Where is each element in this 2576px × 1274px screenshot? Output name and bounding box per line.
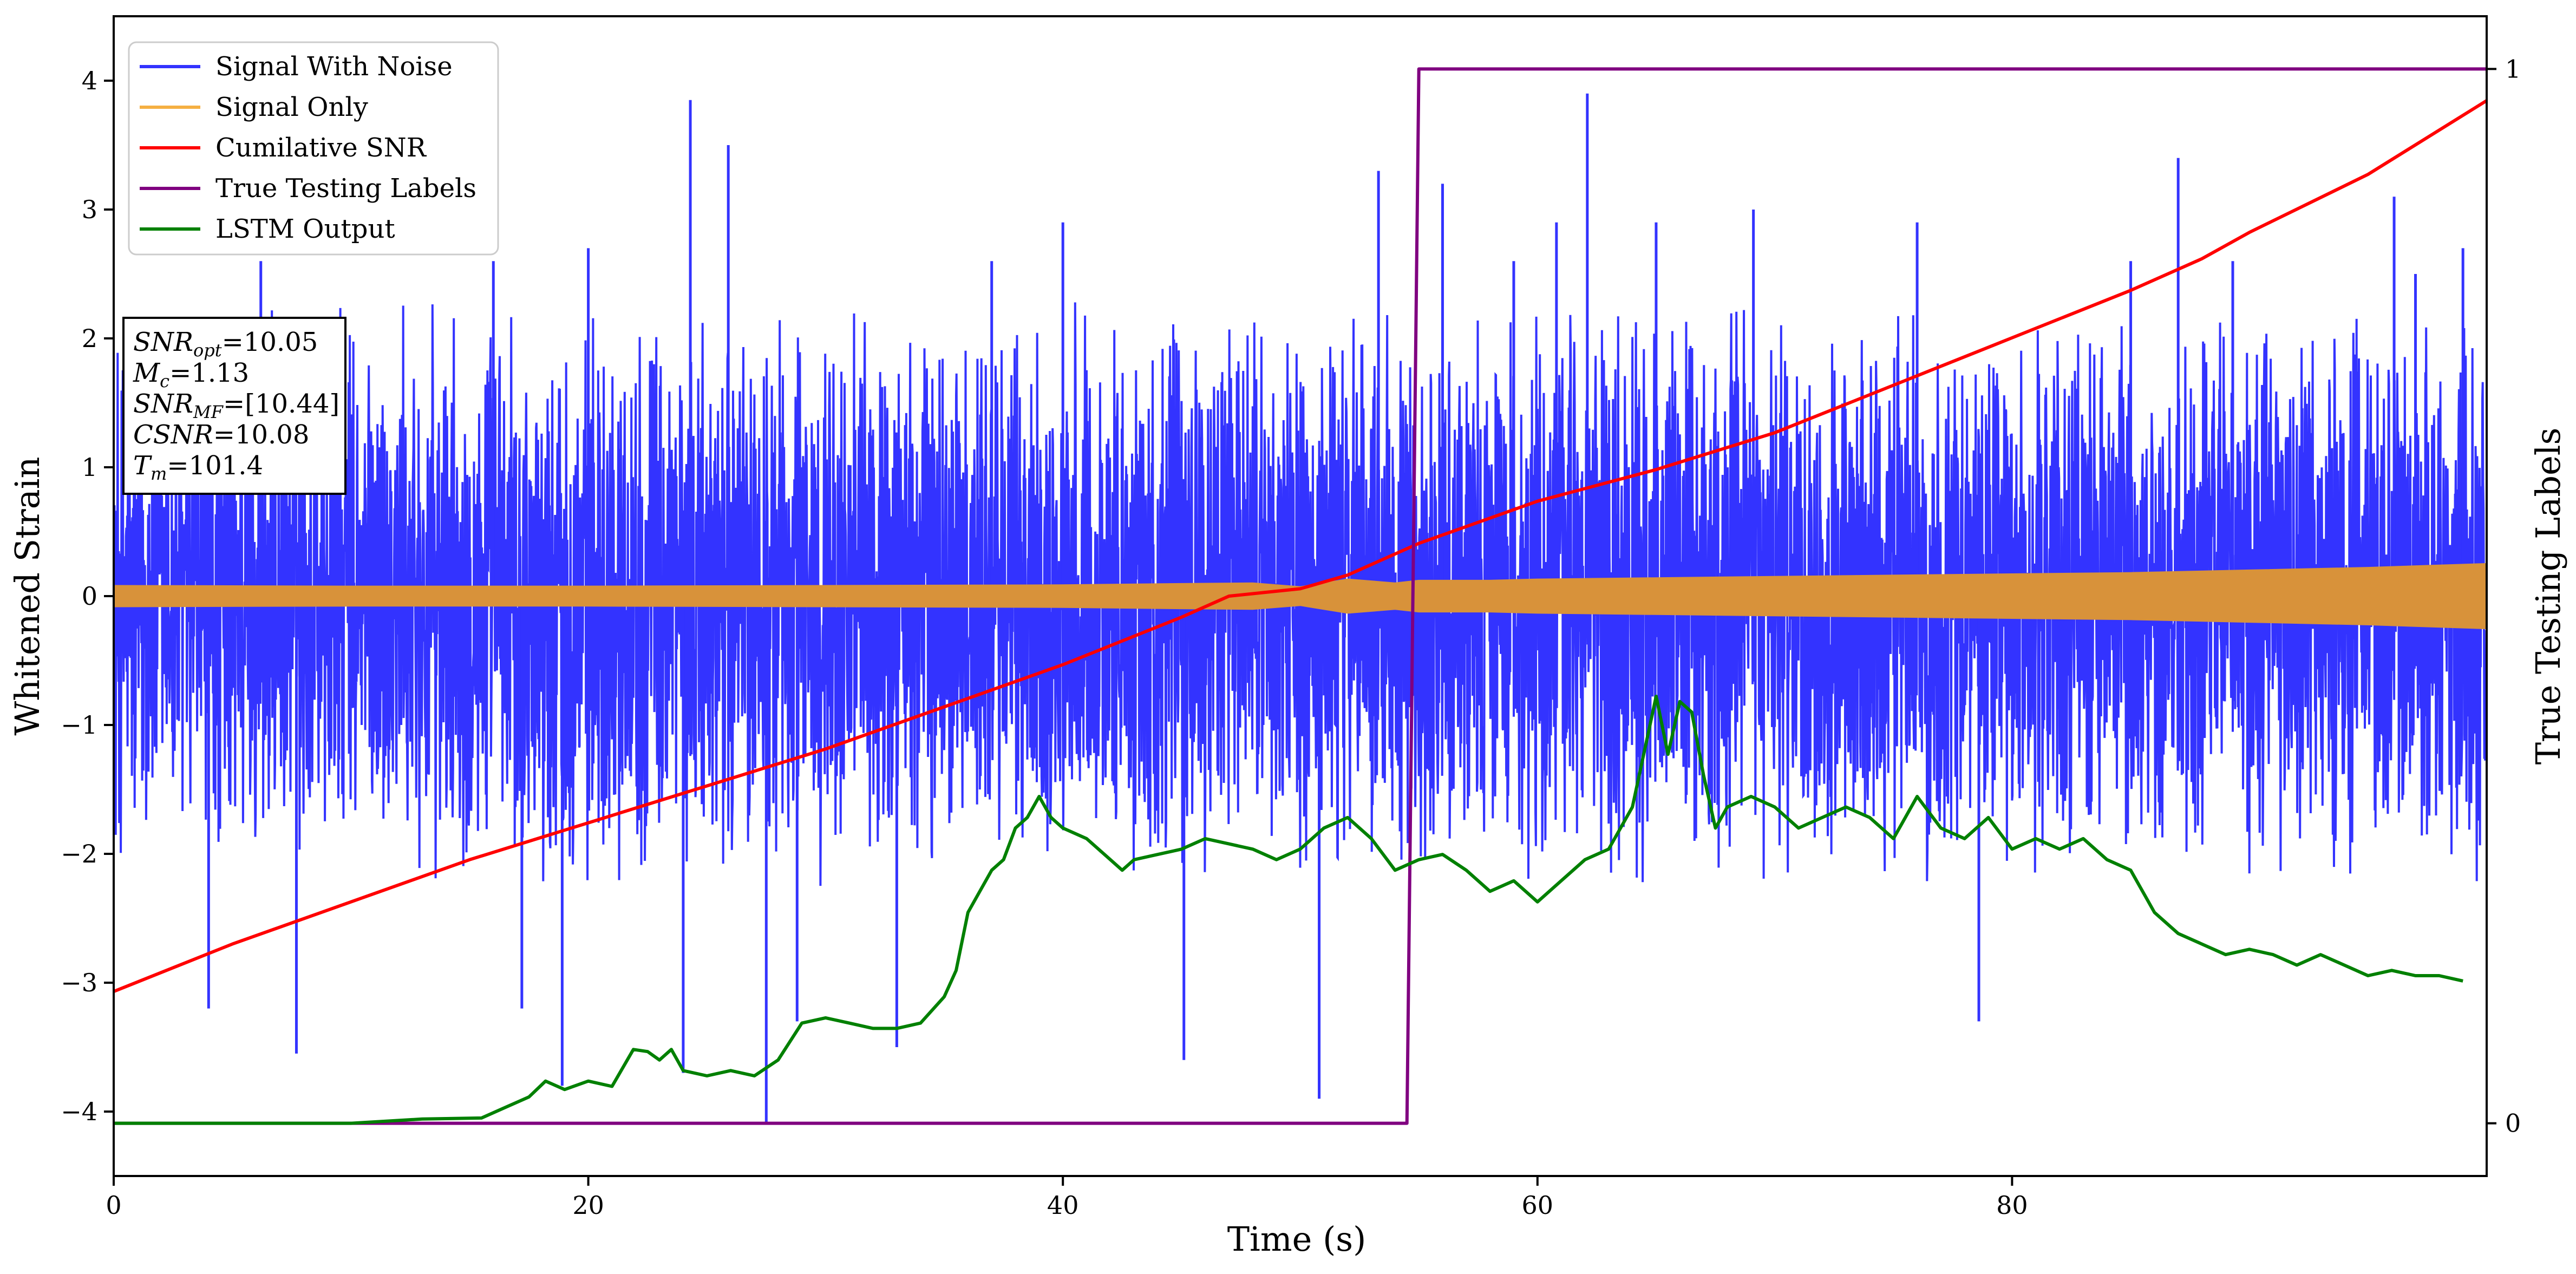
legend-label: LSTM Output: [215, 214, 395, 244]
x-tick-label: 60: [1522, 1191, 1554, 1220]
info-box: SNRopt=10.05Mc=1.13SNRMF=[10.44]CSNR=10.…: [122, 317, 346, 495]
legend-label: Signal Only: [215, 92, 368, 122]
x-tick-label: 80: [1996, 1191, 2028, 1220]
y-tick-label: −1: [61, 710, 97, 740]
x-tick-label: 20: [572, 1191, 604, 1220]
x-axis-ticks: 0 20 40 60 80: [106, 1176, 2028, 1220]
series-true-testing-labels: [114, 67, 2487, 1125]
x-axis-title: Time (s): [1227, 1219, 1367, 1259]
y-right-axis-ticks: 01: [2487, 54, 2521, 1138]
y-tick-label: −2: [61, 839, 97, 868]
info-line: Tm=101.4: [133, 450, 263, 484]
y-tick-label: −3: [61, 968, 97, 997]
y-tick-label: 3: [82, 195, 97, 224]
x-tick-label: 40: [1047, 1191, 1079, 1220]
legend-box: [128, 41, 499, 256]
info-line: Mc=1.13: [133, 358, 249, 391]
y-tick-label: −4: [61, 1097, 97, 1126]
info-line: CSNR=10.08: [133, 420, 309, 450]
info-box-frame: [122, 317, 346, 495]
y-right-tick-label: 1: [2505, 54, 2521, 83]
series-signal-with-noise: [114, 302, 2487, 886]
legend-label: True Testing Labels: [215, 173, 476, 204]
y-tick-label: 2: [82, 324, 97, 353]
legend-label: Cumilative SNR: [215, 133, 427, 163]
y-right-tick-label: 0: [2505, 1109, 2521, 1138]
y-tick-label: 4: [82, 66, 97, 95]
legend: Signal With Noise Signal Only Cumilative S…: [128, 41, 499, 256]
info-line: SNRMF=[10.44]: [133, 389, 339, 422]
series-lstm-output: [114, 695, 2463, 1125]
y-right-axis-title: True Testing Labels: [2528, 428, 2568, 765]
y-axis-title: Whitened Strain: [8, 457, 47, 736]
y-axis-ticks: −4 −3 −2 −1 0 1 2 3 4: [61, 66, 114, 1126]
legend-label: Signal With Noise: [215, 51, 453, 82]
info-line: SNRopt=10.05: [133, 327, 318, 361]
series-cumilative-snr: [114, 99, 2487, 993]
x-tick-label: 0: [106, 1191, 121, 1220]
y-tick-label: 1: [82, 453, 97, 482]
series-layer: [114, 67, 2487, 1125]
y-tick-label: 0: [82, 582, 97, 611]
